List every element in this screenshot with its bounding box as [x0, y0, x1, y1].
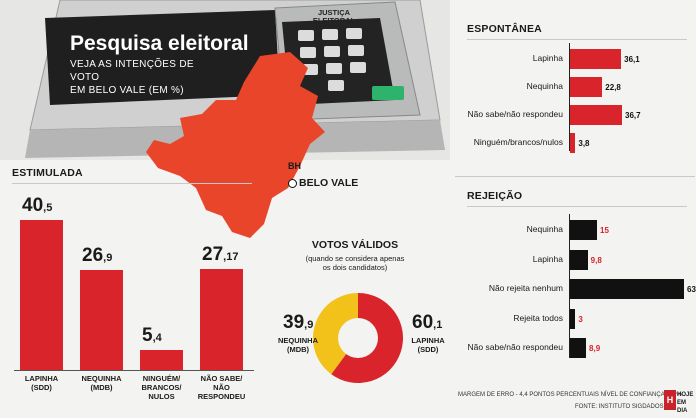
stimulated-category-line: NEQUINHA: [81, 374, 122, 383]
stimulated-category-line: (SDD): [31, 383, 52, 392]
newspaper-logo-text: HOJE EM DIA: [677, 392, 694, 414]
valid-right-label: LAPINHA (SDD): [411, 336, 445, 354]
stimulated-value-dec: ,9: [103, 252, 113, 265]
city-marker-icon: [288, 179, 297, 188]
stimulated-category-line: (MDB): [90, 383, 113, 392]
stimulated-bar: [140, 350, 183, 370]
rejection-value-dec: ,9: [593, 344, 601, 353]
divider: [467, 39, 687, 40]
rejection-label: Não sabe/não respondeu: [467, 342, 563, 352]
page-subtitle: VEJA AS INTENÇÕES DE VOTO EM BELO VALE (…: [70, 59, 194, 96]
stimulated-category: LAPINHA (SDD): [12, 374, 71, 392]
valid-votes-donut: [313, 293, 403, 383]
rejection-value: 63,3: [687, 281, 696, 295]
stimulated-category: NINGUÉM/BRANCOS/NULOS: [132, 374, 191, 401]
rejection-axis: [569, 214, 570, 358]
valid-heading: VOTOS VÁLIDOS: [311, 239, 399, 251]
stimulated-category-line: BRANCOS/: [141, 383, 182, 392]
rejection-value: 9,8: [591, 252, 602, 266]
stimulated-value-int: 26: [82, 245, 104, 267]
rejection-value: 15: [600, 222, 609, 236]
stimulated-category: NÃO SABE/NÃO RESPONDEU: [192, 374, 251, 401]
voting-machine-illustration: [0, 0, 450, 160]
valid-right-value: 60,1: [412, 312, 443, 333]
stimulated-value: 26,9: [82, 245, 112, 267]
stimulated-value-dec: ,4: [152, 332, 162, 344]
source-note: FONTE: INSTITUTO SIGDADOS: [575, 404, 664, 410]
stimulated-value-int: 5: [142, 325, 153, 346]
rejection-value-int: 15: [600, 226, 609, 235]
rejection-bar: [570, 279, 684, 299]
rejection-label: Rejeita todos: [513, 312, 563, 323]
rejection-value-int: 9: [590, 255, 596, 265]
stimulated-baseline: [14, 370, 254, 371]
stimulated-bar: [20, 220, 63, 370]
minas-gerais-map: [146, 52, 325, 238]
stimulated-category-line: NÃO RESPONDEU: [197, 383, 246, 401]
map-label-bh: BH: [288, 161, 301, 171]
margin-note: MARGEM DE ERRO - 4,4 PONTOS PERCENTUAIS …: [458, 392, 682, 398]
rejection-label: Não rejeita nenhum: [488, 283, 563, 293]
spontaneous-heading: ESPONTÂNEA: [467, 23, 542, 35]
stimulated-category-line: LAPINHA: [24, 374, 59, 383]
valid-note: (quando se considera apenas os dois cand…: [305, 254, 405, 272]
rejection-value-int: 63: [687, 285, 696, 294]
urn-brand: JUSTIÇA ELEITORAL: [312, 8, 356, 25]
stimulated-category-line: NÃO SABE/: [200, 374, 243, 383]
stimulated-chart: 40,5 LAPINHA (SDD) 26,9 NEQUINHA (MDB) 5,4 NING…: [0, 0, 260, 418]
divider: [12, 183, 252, 184]
stimulated-value-dec: ,5: [43, 202, 53, 214]
stimulated-value: 5,4: [142, 325, 162, 347]
valid-left-value: 39,9: [283, 312, 314, 333]
stimulated-bar: [200, 269, 243, 370]
rejection-bar: [570, 308, 576, 329]
rejection-heading: REJEIÇÃO: [467, 190, 523, 202]
valid-left-label: NEQUINHA (MDB): [277, 336, 318, 354]
stimulated-value: 40,5: [22, 195, 52, 217]
map-label-city: BELO VALE: [299, 177, 359, 189]
stimulated-value-int: 40: [22, 195, 44, 216]
rejection-value: 3: [578, 311, 582, 325]
stimulated-heading: ESTIMULADA: [12, 167, 83, 179]
stimulated-category-line: NINGUÉM/: [142, 374, 181, 383]
divider: [455, 176, 695, 177]
page-title: Pesquisa eleitoral: [70, 32, 249, 55]
rejection-value-int: 3: [578, 314, 583, 324]
donut-slice-nequinha: [313, 293, 358, 375]
stimulated-value-dec: ,17: [223, 251, 239, 264]
rejection-bar: [570, 338, 587, 358]
stimulated-category-line: NULOS: [148, 392, 175, 401]
divider: [467, 206, 687, 207]
rejection-bar: [570, 220, 597, 240]
stimulated-category: NEQUINHA (MDB): [72, 374, 131, 392]
stimulated-bar: [80, 270, 123, 370]
rejection-value-dec: ,8: [595, 255, 602, 265]
rejection-value-int: 8: [589, 344, 594, 353]
stimulated-value: 27,17: [202, 244, 238, 266]
rejection-label: Nequinha: [526, 224, 563, 234]
rejection-value: 8,9: [589, 340, 600, 354]
rejection-label: Lapinha: [532, 253, 563, 264]
rejection-bar: [570, 249, 588, 270]
stimulated-value-int: 27: [202, 244, 224, 266]
newspaper-logo: H: [664, 390, 676, 410]
